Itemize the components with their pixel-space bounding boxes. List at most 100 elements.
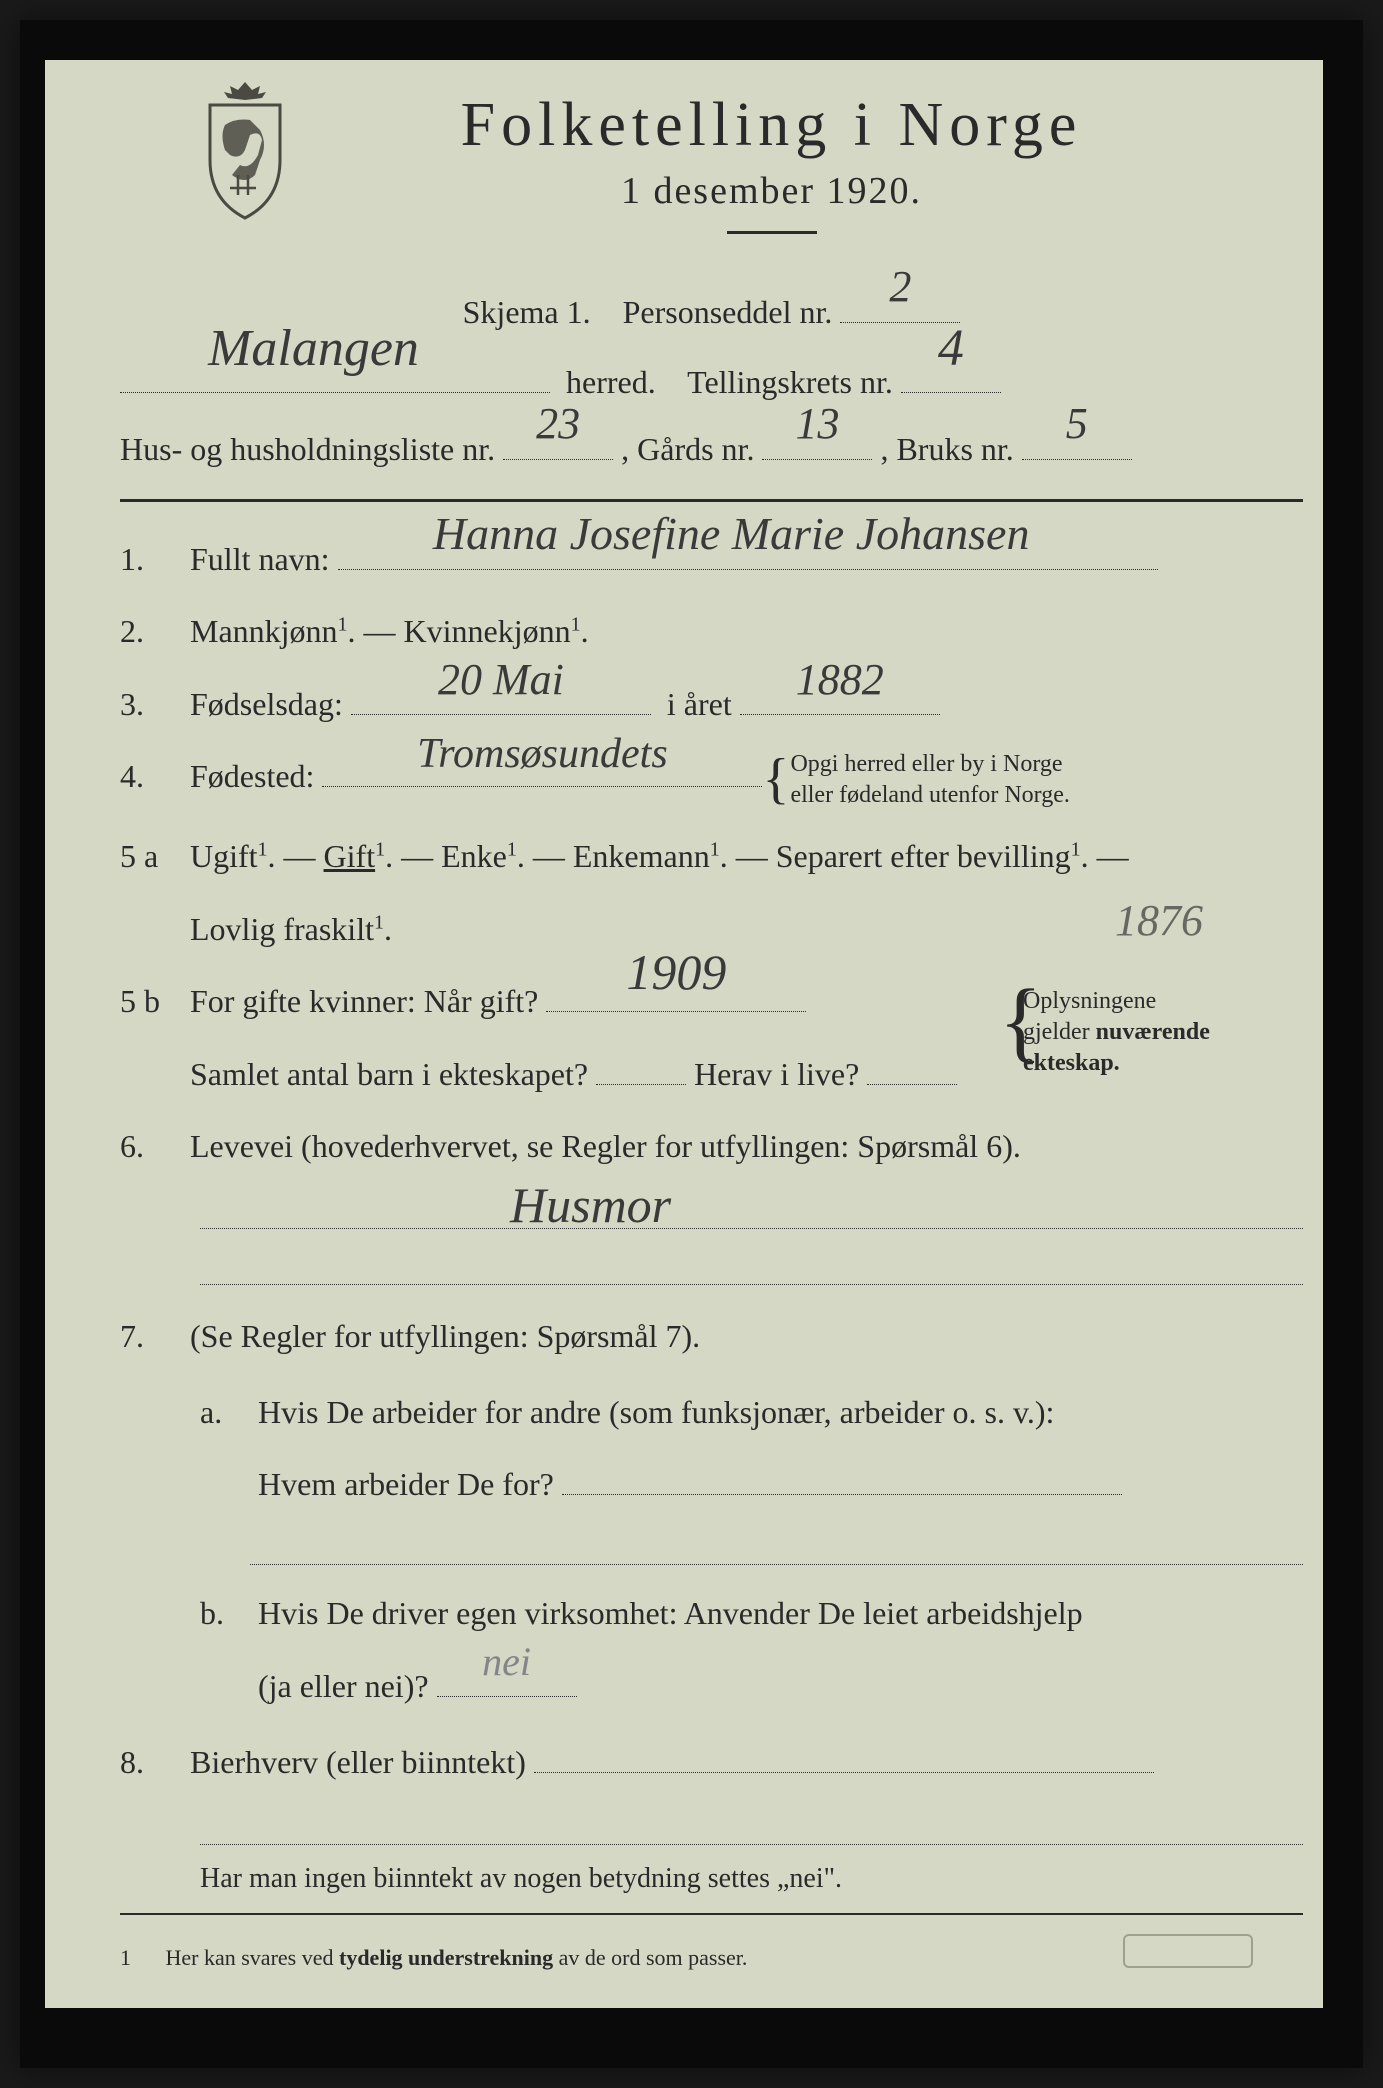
q7a: a. Hvis De arbeider for andre (som funks… xyxy=(200,1382,1303,1443)
main-title: Folketelling i Norge xyxy=(240,90,1303,161)
q7b-blank: nei xyxy=(437,1665,577,1697)
q5b-blank3 xyxy=(867,1053,957,1085)
gards-value: 13 xyxy=(795,384,839,463)
q1-value: Hanna Josefine Marie Johansen xyxy=(433,495,1030,573)
q3-day-blank: 20 Mai xyxy=(351,683,651,715)
q3-day-value: 20 Mai xyxy=(438,643,564,718)
q8-body: Bierhverv (eller biinntekt) xyxy=(190,1735,1303,1789)
q3-label: Fødselsdag: xyxy=(190,686,343,722)
q7-intro: (Se Regler for utfyllingen: Spørsmål 7). xyxy=(190,1318,700,1354)
personseddel-value: 2 xyxy=(889,247,911,326)
herred-value: Malangen xyxy=(208,302,419,396)
gards-blank: 13 xyxy=(762,428,872,460)
coat-of-arms-icon xyxy=(190,80,300,220)
q1-label: Fullt navn: xyxy=(190,541,330,577)
q7b-line2row: (ja eller nei)? nei xyxy=(200,1656,1303,1717)
q4-value: Tromsøsundets xyxy=(417,719,668,790)
q5b-row2: Samlet antal barn i ekteskapet? Herav i … xyxy=(120,1047,1303,1101)
q7b: b. Hvis De driver egen virksomhet: Anven… xyxy=(200,1583,1303,1644)
q5b-side2: gjelder nuværende xyxy=(1023,1019,1210,1045)
q1-row: 1. Fullt navn: Hanna Josefine Marie Joha… xyxy=(120,532,1303,586)
q6-row: 6. Levevei (hovederhvervet, se Regler fo… xyxy=(120,1119,1303,1173)
q3-num: 3. xyxy=(120,677,190,731)
q5b-body2: Samlet antal barn i ekteskapet? Herav i … xyxy=(190,1047,1303,1101)
q6-label: Levevei (hovederhvervet, se Regler for u… xyxy=(190,1128,1021,1164)
q2-dash: — xyxy=(364,613,404,649)
q3-year-blank: 1882 xyxy=(740,683,940,715)
q8-blank xyxy=(534,1741,1154,1773)
q5b-num: 5 b xyxy=(120,974,190,1028)
q4-note-line2: eller fødeland utenfor Norge. xyxy=(790,782,1069,808)
skjema-label: Skjema 1. xyxy=(463,294,591,330)
q5a-body2: Lovlig fraskilt1. 1876 xyxy=(190,902,1303,956)
q5a-row: 5 a Ugift1. — Gift1. — Enke1. — Enkemann… xyxy=(120,829,1303,883)
q8-num: 8. xyxy=(120,1735,190,1789)
husliste-label: Hus- og husholdningsliste nr. xyxy=(120,431,495,467)
q5a-opt3: Enke xyxy=(441,838,507,874)
census-form-page: Folketelling i Norge 1 desember 1920. Sk… xyxy=(20,20,1363,2068)
q6-value: Husmor xyxy=(510,1176,671,1234)
q3-year-label: i året xyxy=(667,686,732,722)
q5b-label3: Herav i live? xyxy=(694,1056,859,1092)
q4-blank: Tromsøsundets xyxy=(322,755,762,787)
q5b-label1: For gifte kvinner: Når gift? xyxy=(190,983,538,1019)
q4-note-line1: Opgi herred eller by i Norge xyxy=(790,751,1062,777)
q6-num: 6. xyxy=(120,1119,190,1173)
q8-note: Har man ingen biinntekt av nogen betydni… xyxy=(200,1863,1303,1895)
q6-line2 xyxy=(200,1247,1303,1285)
q7b-value: nei xyxy=(482,1624,531,1700)
q7-body: (Se Regler for utfyllingen: Spørsmål 7). xyxy=(190,1309,1303,1363)
bottom-rule xyxy=(120,1913,1303,1915)
q5b-value1: 1909 xyxy=(626,930,726,1015)
q5a-opt2: Gift xyxy=(324,838,376,874)
bruks-value: 5 xyxy=(1066,384,1088,463)
q1-body: Fullt navn: Hanna Josefine Marie Johanse… xyxy=(190,532,1303,586)
q7-row: 7. (Se Regler for utfyllingen: Spørsmål … xyxy=(120,1309,1303,1363)
q8-line2 xyxy=(200,1807,1303,1845)
q1-blank: Hanna Josefine Marie Johansen xyxy=(338,538,1158,570)
title-block: Folketelling i Norge 1 desember 1920. xyxy=(240,90,1303,264)
q7a-blank xyxy=(562,1463,1122,1495)
q5a-opt1: Ugift xyxy=(190,838,258,874)
q2-body: Mannkjønn1. — Kvinnekjønn1. xyxy=(190,604,1303,658)
q8-label: Bierhverv (eller biinntekt) xyxy=(190,1744,526,1780)
q7a-letter: a. xyxy=(200,1382,250,1443)
q5b-row: 5 b For gifte kvinner: Når gift? 1909 { … xyxy=(120,974,1303,1028)
q5a-scribble: 1876 xyxy=(1115,884,1203,959)
q5a-num: 5 a xyxy=(120,829,190,883)
q1-num: 1. xyxy=(120,532,190,586)
q4-label: Fødested: xyxy=(190,758,314,794)
footnote-num: 1 xyxy=(120,1945,160,1971)
q2-sup2: 1 xyxy=(571,614,581,636)
q5b-blank1: 1909 xyxy=(546,980,806,1012)
printer-stamp xyxy=(1123,1934,1253,1968)
q5a-opt5: Separert efter bevilling xyxy=(776,838,1071,874)
bruks-blank: 5 xyxy=(1022,428,1132,460)
q2-num: 2. xyxy=(120,604,190,658)
q5b-side1: Oplysningene xyxy=(1023,988,1156,1014)
q6-line1: Husmor xyxy=(200,1191,1303,1229)
subtitle: 1 desember 1920. xyxy=(240,169,1303,213)
q7b-line1: Hvis De driver egen virksomhet: Anvender… xyxy=(258,1595,1083,1631)
q2-row: 2. Mannkjønn1. — Kvinnekjønn1. xyxy=(120,604,1303,658)
q2-sup1: 1 xyxy=(338,614,348,636)
husliste-blank: 23 xyxy=(503,428,613,460)
q7b-line2-prefix: (ja eller nei)? xyxy=(258,1668,429,1704)
q8-row: 8. Bierhverv (eller biinntekt) xyxy=(120,1735,1303,1789)
tellingskrets-blank: 4 xyxy=(901,361,1001,393)
title-divider xyxy=(727,231,817,234)
q4-note: Opgi herred eller by i Norge eller fødel… xyxy=(770,749,1110,811)
q5b-blank2 xyxy=(596,1053,686,1085)
q3-year-value: 1882 xyxy=(796,643,884,718)
tellingskrets-value: 4 xyxy=(938,302,964,396)
q7b-letter: b. xyxy=(200,1583,250,1644)
q7-num: 7. xyxy=(120,1309,190,1363)
q7a-line2row: Hvem arbeider De for? xyxy=(200,1454,1303,1515)
q5a-line2: Lovlig fraskilt xyxy=(190,911,374,947)
q7a-line2: Hvem arbeider De for? xyxy=(258,1466,554,1502)
q5a-opt4: Enkemann xyxy=(573,838,710,874)
q2-mann: Mannkjønn xyxy=(190,613,338,649)
personseddel-label: Personseddel nr. xyxy=(623,294,833,330)
tellingskrets-label: Tellingskrets nr. xyxy=(687,364,893,400)
q3-body: Fødselsdag: 20 Mai i året 1882 xyxy=(190,677,1303,731)
